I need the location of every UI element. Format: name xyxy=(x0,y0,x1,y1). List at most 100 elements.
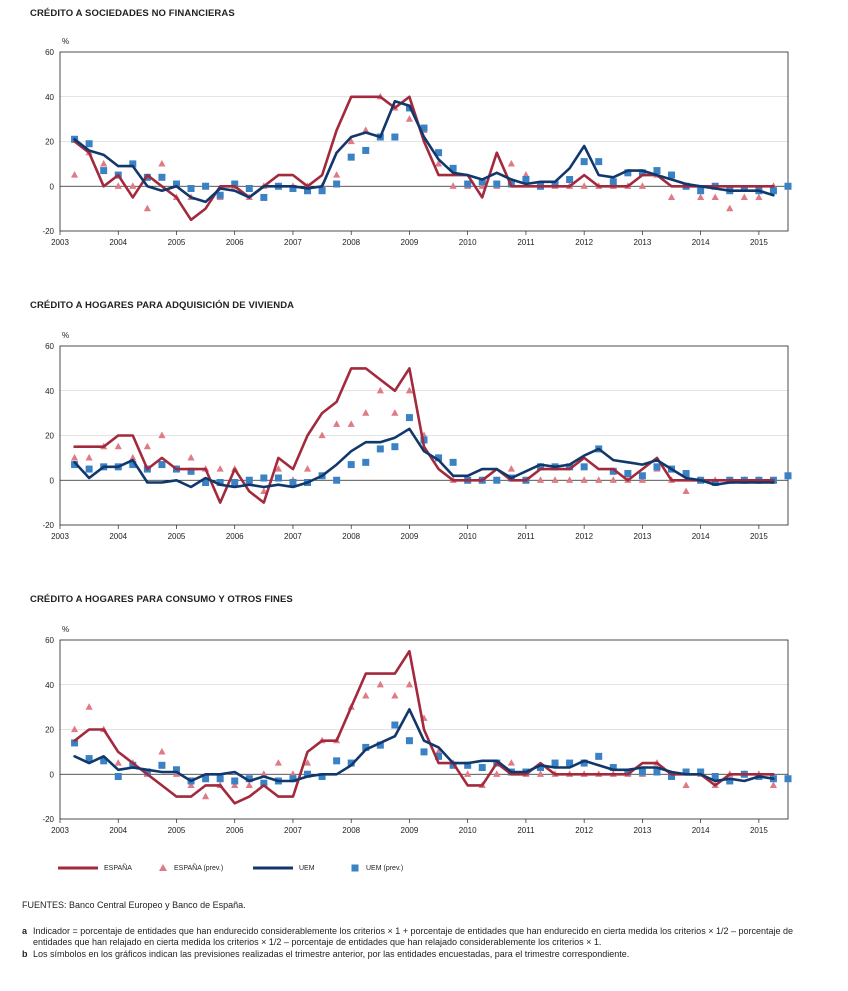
y-tick-label: 0 xyxy=(50,476,55,485)
x-tick-label: 2003 xyxy=(51,532,69,541)
uem-prev-point xyxy=(260,779,268,787)
espana-prev-point xyxy=(318,431,326,439)
x-tick-label: 2015 xyxy=(750,238,768,247)
uem-prev-point xyxy=(202,478,210,486)
legend-line-uem-icon xyxy=(253,866,293,870)
espana-prev-point xyxy=(303,759,312,766)
uem-prev-point xyxy=(187,467,195,475)
uem-prev-point xyxy=(566,176,574,184)
espana-prev-point xyxy=(158,159,166,167)
uem-prev-point xyxy=(624,470,632,478)
y-tick-label: -20 xyxy=(42,227,54,236)
espana-prev-point xyxy=(187,781,195,789)
uem-prev-point xyxy=(289,184,297,192)
uem-prev-point xyxy=(216,775,224,783)
note-b-text: Los símbolos en los gráficos indican las… xyxy=(33,948,630,959)
x-tick-label: 2005 xyxy=(168,826,186,835)
uem-prev-point xyxy=(260,474,268,482)
legend-square-icon xyxy=(351,864,359,872)
legend-item-uem-prev: UEM (prev.) xyxy=(350,858,403,878)
x-tick-label: 2004 xyxy=(109,826,127,835)
uem-prev-point xyxy=(376,741,384,749)
legend-label-uem-prev: UEM (prev.) xyxy=(366,864,404,872)
espana-prev-point xyxy=(566,476,574,483)
uem-prev-point xyxy=(726,777,734,785)
espana-prev-point xyxy=(769,781,778,789)
uem-prev-point xyxy=(420,748,428,756)
y-tick-label: 20 xyxy=(45,432,54,441)
espana-prev-point xyxy=(405,680,414,688)
uem-prev-point xyxy=(187,184,195,192)
uem-prev-point xyxy=(609,467,617,475)
espana-prev-point xyxy=(697,193,705,201)
chart-consumo: % 60 40 20 0 -20 2003 2004 2005 2006 2007 2008 2009 2… xyxy=(42,625,792,835)
uem-prev-point xyxy=(114,772,122,780)
espana-prev-point xyxy=(70,453,79,461)
y-tick-label: -20 xyxy=(42,521,54,530)
uem-prev-point xyxy=(172,766,180,774)
x-tick-label: 2004 xyxy=(109,238,127,247)
uem-prev-point xyxy=(536,764,544,772)
x-tick-label: 2003 xyxy=(51,826,69,835)
plot-frame xyxy=(59,51,789,232)
espana-prev-point xyxy=(434,159,443,167)
uem-prev-point xyxy=(85,755,93,763)
uem-prev-point xyxy=(784,775,792,783)
uem-prev-point xyxy=(566,759,574,767)
espana-prev-point xyxy=(100,159,108,167)
x-tick-label: 2012 xyxy=(575,532,593,541)
espana-prev-point xyxy=(333,171,341,178)
x-tick-label: 2008 xyxy=(342,238,360,247)
y-tick-label: 40 xyxy=(45,387,54,396)
espana-prev-point xyxy=(667,193,676,201)
uem-prev-point xyxy=(580,158,588,166)
espana-prev-point xyxy=(391,409,399,416)
uem-prev-point xyxy=(202,182,210,190)
espana-prev-point xyxy=(129,182,137,189)
espana-prev-point xyxy=(507,159,515,167)
uem-prev-point xyxy=(333,757,341,765)
espana-prev-point xyxy=(114,759,122,766)
uem-prev-point xyxy=(289,775,297,783)
legend-label-espana: ESPAÑA xyxy=(104,864,132,872)
uem-prev-point xyxy=(231,180,239,188)
espana-prev-point xyxy=(245,781,253,789)
uem-prev-point xyxy=(362,743,370,751)
espana-prev-point xyxy=(85,703,93,710)
y-tick-label: -20 xyxy=(42,815,54,824)
uem-prev-point xyxy=(158,173,166,181)
uem-prev-point xyxy=(318,187,326,195)
uem-prev-point xyxy=(71,739,79,747)
uem-prev-point xyxy=(769,187,777,195)
x-tick-label: 2009 xyxy=(401,826,419,835)
espana-prev-point xyxy=(580,182,588,189)
y-tick-label: 40 xyxy=(45,93,54,102)
uem-prev-point xyxy=(129,160,137,168)
x-tick-label: 2008 xyxy=(342,532,360,541)
espana-prev-point xyxy=(231,781,239,789)
espana-prev-point xyxy=(362,126,370,133)
espana-prev-point xyxy=(507,759,515,766)
x-tick-label: 2014 xyxy=(692,532,710,541)
espana-series-line xyxy=(73,367,775,504)
legend-line-espana-icon xyxy=(58,866,98,870)
uem-prev-point xyxy=(362,146,370,154)
uem-prev-point xyxy=(740,184,748,192)
espana-prev-point xyxy=(129,453,137,461)
espana-prev-point xyxy=(478,182,486,189)
uem-prev-point xyxy=(478,178,486,186)
espana-prev-point xyxy=(726,204,734,212)
espana-prev-point xyxy=(405,386,414,394)
uem-prev-point xyxy=(580,463,588,471)
uem-prev-point xyxy=(493,476,501,484)
uem-prev-point xyxy=(158,761,166,769)
uem-prev-point xyxy=(274,474,282,482)
uem-prev-point xyxy=(464,180,472,188)
uem-prev-point xyxy=(231,777,239,785)
espana-prev-point xyxy=(362,691,370,699)
uem-prev-point xyxy=(697,187,705,195)
uem-prev-point xyxy=(595,752,603,760)
chart-sociedades: % 60 40 20 0 -20 2003 2004 2005 2006 2007 2008 2009 2… xyxy=(42,37,792,247)
uem-prev-point xyxy=(129,461,137,469)
x-tick-label: 2014 xyxy=(692,826,710,835)
